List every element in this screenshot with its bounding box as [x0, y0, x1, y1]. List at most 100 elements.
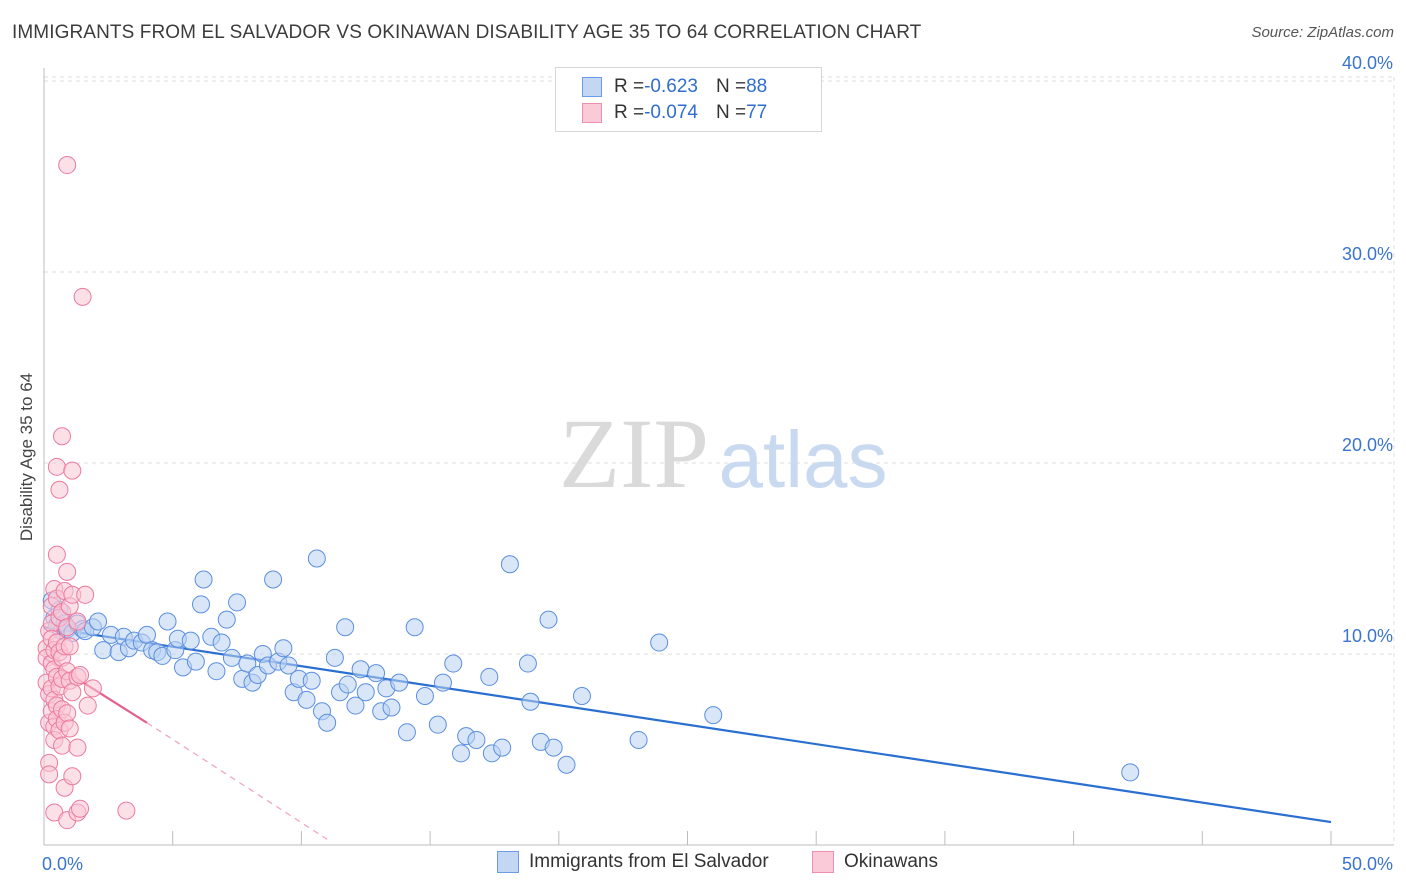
data-point: [68, 738, 87, 757]
data-point: [325, 648, 344, 667]
data-point: [186, 652, 205, 671]
data-point: [1121, 763, 1140, 782]
data-point: [433, 673, 452, 692]
legend-r-label: R =: [614, 76, 645, 97]
data-point: [518, 654, 537, 673]
watermark: ZIP atlas: [559, 398, 887, 509]
data-point: [444, 654, 463, 673]
data-point: [63, 461, 82, 480]
data-point: [405, 618, 424, 637]
data-point: [539, 610, 558, 629]
data-point: [467, 730, 486, 749]
legend-n-label: N =: [715, 102, 747, 123]
data-point: [428, 715, 447, 734]
bottom-legend-label: Immigrants from El Salvador: [529, 851, 769, 872]
data-point: [58, 704, 77, 723]
legend-r-value: -0.623: [644, 76, 698, 97]
data-point: [544, 738, 563, 757]
data-point: [346, 696, 365, 715]
data-point: [47, 545, 66, 564]
data-point: [60, 637, 79, 656]
data-point: [480, 667, 499, 686]
watermark-zip: ZIP: [559, 398, 709, 509]
data-point: [73, 287, 92, 306]
data-point: [382, 698, 401, 717]
data-point: [217, 610, 236, 629]
data-point: [58, 562, 77, 581]
y-tick-label: 20.0%: [1342, 435, 1393, 455]
series-okinawans: [37, 156, 136, 830]
data-point: [274, 639, 293, 658]
watermark-atlas: atlas: [719, 415, 888, 504]
data-point: [521, 692, 540, 711]
data-point: [493, 738, 512, 757]
data-point: [356, 683, 375, 702]
data-point: [650, 633, 669, 652]
data-point: [83, 679, 102, 698]
data-points: [37, 156, 1140, 830]
data-point: [50, 480, 69, 499]
data-point: [238, 654, 257, 673]
data-point: [63, 683, 82, 702]
bottom-legend-swatch-pink: [812, 851, 834, 873]
data-point: [89, 612, 108, 631]
legend-r-value: -0.074: [644, 102, 698, 123]
legend-r-label: R =: [614, 102, 645, 123]
y-tick-label: 40.0%: [1342, 53, 1393, 73]
data-point: [47, 457, 66, 476]
data-point: [212, 633, 231, 652]
data-point: [71, 799, 90, 818]
data-point: [63, 767, 82, 786]
data-point: [60, 719, 79, 738]
data-point: [557, 755, 576, 774]
data-point: [451, 744, 470, 763]
data-point: [629, 730, 648, 749]
data-point: [397, 723, 416, 742]
data-point: [279, 656, 298, 675]
data-point: [222, 648, 241, 667]
data-point: [194, 570, 213, 589]
data-point: [137, 625, 156, 644]
legend-n-value: 77: [746, 102, 768, 123]
legend-row-okinawans: R = -0.074 N = 77: [582, 101, 767, 125]
legend-n-label: N =: [715, 76, 747, 97]
y-tick-label: 30.0%: [1342, 244, 1393, 264]
data-point: [76, 585, 95, 604]
legend-n-value: 88: [746, 76, 768, 97]
data-point: [58, 156, 77, 175]
data-point: [264, 570, 283, 589]
data-point: [307, 549, 326, 568]
y-tick-labels: 10.0% 20.0% 30.0% 40.0%: [1342, 53, 1393, 646]
data-point: [228, 593, 247, 612]
data-point: [192, 595, 211, 614]
data-point: [40, 765, 59, 784]
data-point: [500, 555, 519, 574]
bottom-legend-okinawans: Okinawans: [812, 851, 938, 873]
data-point: [572, 687, 591, 706]
data-point: [704, 706, 723, 725]
correlation-legend: R = -0.623 N = 88 R = -0.074 N = 77: [555, 67, 822, 132]
data-point: [367, 664, 386, 683]
data-point: [415, 687, 434, 706]
source-attribution: Source: ZipAtlas.com: [1251, 24, 1394, 41]
data-point: [338, 675, 357, 694]
data-point: [71, 666, 90, 685]
x-tick-label-max: 50.0%: [1342, 854, 1393, 874]
x-tick-labels: 0.0% 50.0%: [42, 854, 1393, 874]
data-point: [336, 618, 355, 637]
data-point: [297, 690, 316, 709]
data-point: [207, 662, 226, 681]
data-point: [94, 641, 113, 660]
trend-extension-okinawans: [146, 722, 328, 840]
data-point: [117, 801, 136, 820]
data-point: [318, 713, 337, 732]
data-point: [302, 671, 321, 690]
legend-swatch-blue: [582, 77, 602, 97]
chart-title: IMMIGRANTS FROM EL SALVADOR VS OKINAWAN …: [12, 22, 922, 43]
y-tick-label: 10.0%: [1342, 626, 1393, 646]
data-point: [68, 612, 87, 631]
y-axis-label: Disability Age 35 to 64: [17, 372, 36, 542]
legend-row-el-salvador: R = -0.623 N = 88: [582, 75, 767, 99]
series-el-salvador: [42, 549, 1140, 782]
